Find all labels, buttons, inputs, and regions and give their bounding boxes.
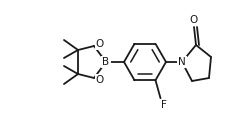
Text: N: N	[177, 57, 185, 67]
Text: O: O	[189, 15, 197, 25]
Text: O: O	[96, 39, 104, 49]
Text: O: O	[96, 75, 104, 85]
Text: B: B	[102, 57, 109, 67]
Text: F: F	[160, 100, 166, 110]
